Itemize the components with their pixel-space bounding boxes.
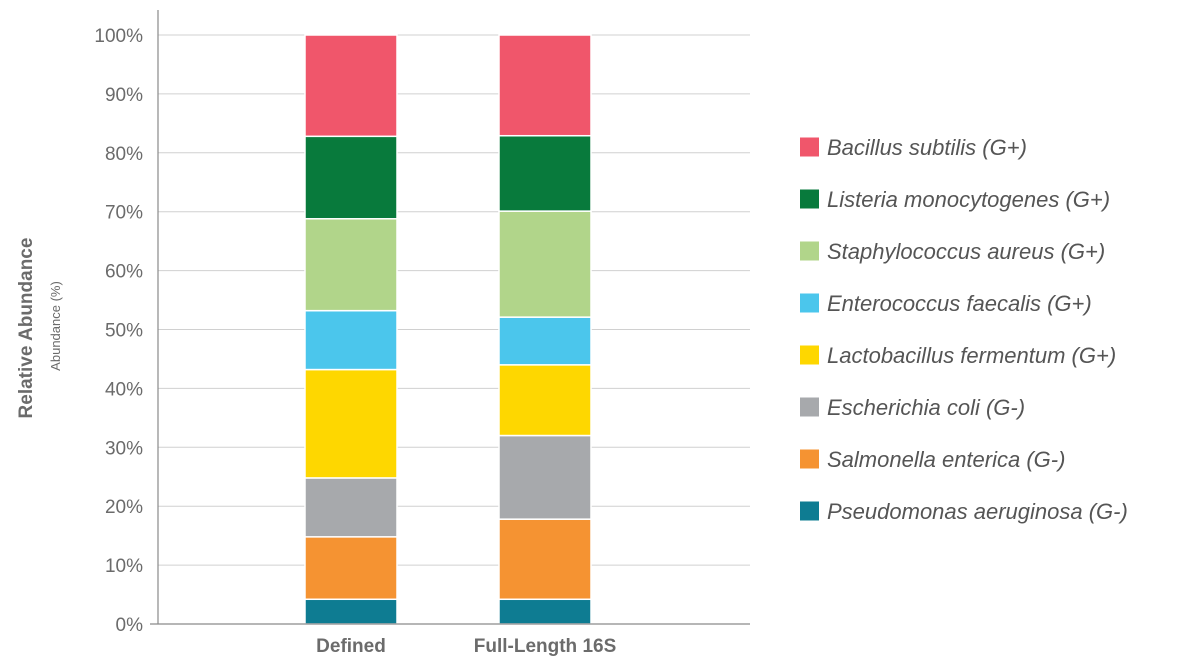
bar-segment (498, 134, 592, 212)
y-tick-label: 30% (105, 438, 143, 459)
legend-item: Listeria monocytogenes (G+) (800, 187, 1110, 212)
y-axis-title: Relative Abundance Abundance (%) (16, 238, 63, 419)
y-axis-label: Relative Abundance (16, 238, 37, 419)
legend-item: Pseudomonas aeruginosa (G-) (800, 499, 1128, 524)
legend-label: Bacillus subtilis (G+) (827, 135, 1027, 160)
legend-swatch (800, 241, 819, 261)
bar-segment (498, 316, 592, 366)
y-tick-label: 10% (105, 556, 143, 577)
legend-item: Enterococcus faecalis (G+) (800, 291, 1092, 316)
legend-label: Pseudomonas aeruginosa (G-) (827, 499, 1128, 524)
bar-segment (304, 218, 398, 312)
y-tick-label: 50% (105, 321, 143, 342)
x-category-label: Full-Length 16S (474, 636, 617, 657)
legend-item: Escherichia coli (G-) (800, 395, 1025, 420)
legend-item: Lactobacillus fermentum (G+) (800, 343, 1116, 368)
y-tick-label: 80% (105, 144, 143, 165)
y-tick-labels: 0% 10% 20% 30% 40% 50% 60% 70% 80% 90% 100% (94, 26, 143, 636)
legend-label: Lactobacillus fermentum (G+) (827, 343, 1116, 368)
legend-label: Escherichia coli (G-) (827, 395, 1025, 420)
legend-swatch (800, 449, 819, 469)
bar-segment (304, 368, 398, 479)
y-tick-label: 40% (105, 379, 143, 400)
y-tick-label: 60% (105, 262, 143, 283)
y-tick-label: 20% (105, 497, 143, 518)
bar-segment (498, 518, 592, 601)
y-tick-label: 70% (105, 203, 143, 224)
legend: Bacillus subtilis (G+) Listeria monocytog… (800, 135, 1128, 524)
legend-item: Salmonella enterica (G-) (800, 447, 1065, 472)
bar-segment (304, 536, 398, 601)
legend-swatch (800, 397, 819, 417)
legend-swatch (800, 137, 819, 157)
legend-swatch (800, 345, 819, 365)
bar-segment (304, 309, 398, 371)
y-axis-sublabel: Abundance (%) (48, 281, 63, 371)
legend-swatch (800, 293, 819, 313)
axes (150, 10, 750, 625)
x-category-label: Defined (316, 636, 386, 657)
legend-swatch (800, 501, 819, 521)
legend-item: Bacillus subtilis (G+) (800, 135, 1027, 160)
legend-item: Staphylococcus aureus (G+) (800, 239, 1105, 264)
legend-swatch (800, 189, 819, 209)
bar-segment (498, 598, 592, 625)
y-tick-label: 100% (94, 26, 143, 47)
bar-segment (498, 210, 592, 318)
bar-segment (304, 34, 398, 138)
bar-segment (498, 34, 592, 137)
bar-stack-1 (498, 34, 592, 625)
bar-stack-0 (304, 34, 398, 625)
bar-segment (304, 598, 398, 625)
legend-label: Salmonella enterica (G-) (827, 447, 1065, 472)
legend-label: Staphylococcus aureus (G+) (827, 239, 1105, 264)
legend-label: Enterococcus faecalis (G+) (827, 291, 1092, 316)
y-tick-label: 0% (116, 615, 144, 636)
bar-segment (498, 364, 592, 437)
bar-segment (304, 135, 398, 220)
legend-label: Listeria monocytogenes (G+) (827, 187, 1110, 212)
bars (304, 34, 592, 625)
bar-segment (498, 434, 592, 520)
x-category-labels: Defined Full-Length 16S (316, 636, 616, 657)
bar-segment (304, 477, 398, 538)
y-tick-label: 90% (105, 85, 143, 106)
gridlines (158, 34, 750, 566)
